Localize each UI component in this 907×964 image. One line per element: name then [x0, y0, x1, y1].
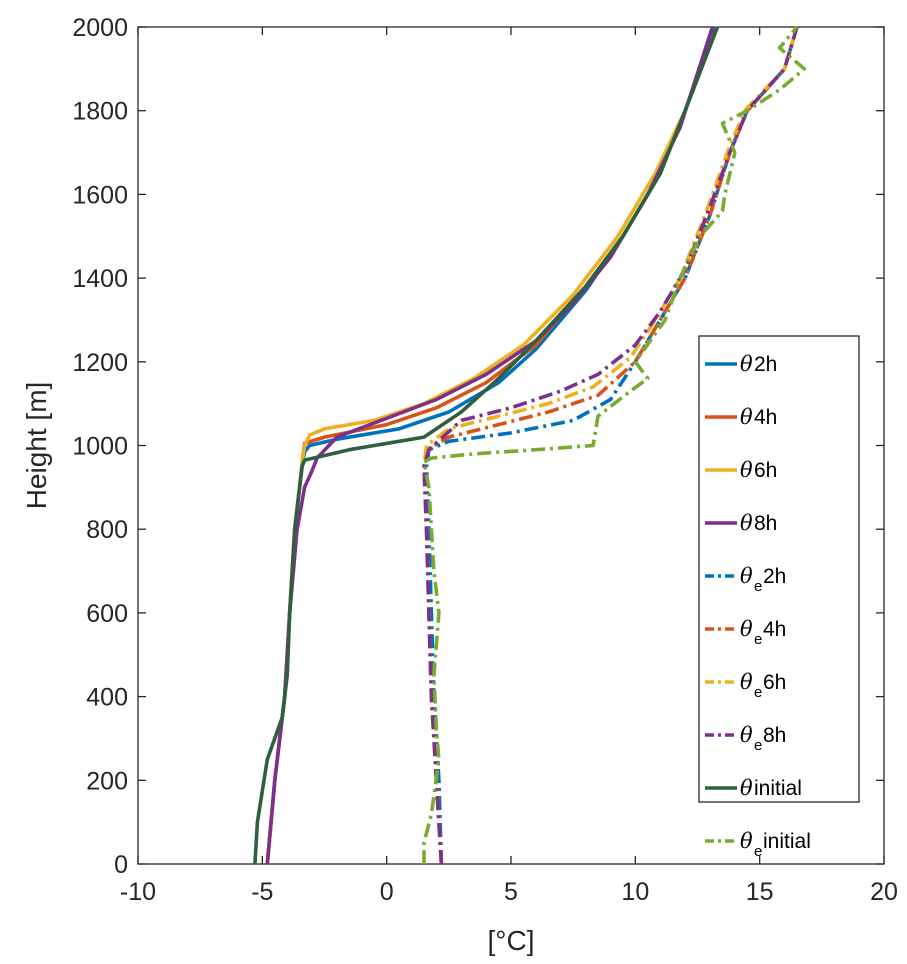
legend-symbol: θ	[740, 617, 753, 641]
x-tick-label: 0	[380, 878, 394, 906]
x-axis-title: [°C]	[488, 925, 535, 956]
legend-symbol: θ	[740, 723, 753, 747]
legend-label-3: 6h	[754, 459, 777, 482]
y-tick-label: 1800	[72, 98, 128, 126]
y-axis-title: Height [m]	[21, 382, 52, 510]
y-tick-label: 0	[114, 851, 128, 879]
y-tick-label: 1200	[72, 349, 128, 377]
x-tick-label: 5	[504, 878, 518, 906]
legend-symbol: θ	[740, 564, 753, 588]
legend-label-5: 2h	[763, 565, 786, 588]
legend-label-6: 4h	[763, 618, 786, 641]
legend-subscript: e	[754, 578, 762, 595]
legend: θ 2hθ 4hθ 6hθ 8hθ e 2hθ e 4hθ e 6hθ e 8hθ in…	[698, 335, 860, 860]
legend-label-2: 4h	[754, 406, 777, 429]
y-tick-label: 1600	[72, 181, 128, 209]
legend-symbol: θ	[740, 776, 753, 800]
y-tick-label: 1400	[72, 265, 128, 293]
legend-symbol: θ	[740, 458, 753, 482]
legend-subscript: e	[754, 684, 762, 701]
legend-symbol: θ	[740, 670, 753, 694]
y-tick-label: 1000	[72, 433, 128, 461]
legend-label-10: initial	[763, 830, 811, 853]
series-line-5	[424, 26, 799, 865]
legend-symbol: θ	[740, 829, 753, 853]
y-tick-label: 800	[86, 516, 128, 544]
legend-label-1: 2h	[754, 353, 777, 376]
legend-symbol: θ	[740, 511, 753, 535]
series-line-10	[422, 25, 807, 864]
y-tick-label: 600	[86, 600, 128, 628]
legend-symbol: θ	[740, 405, 753, 429]
legend-symbol: θ	[740, 352, 753, 376]
x-tick-label: 10	[621, 878, 649, 906]
legend-label-8: 8h	[763, 724, 786, 747]
x-tick-label: -10	[120, 878, 156, 906]
series-line-8	[422, 26, 799, 865]
legend-subscript: e	[754, 843, 762, 860]
legend-label-9: initial	[754, 777, 802, 800]
legend-subscript: e	[754, 737, 762, 754]
legend-label-4: 8h	[754, 512, 777, 535]
legend-subscript: e	[754, 631, 762, 648]
x-tick-label: 20	[870, 878, 898, 906]
axis-ticks: -10 -5 0 5 10 15 20020040060080010001200140016…	[72, 14, 898, 906]
y-tick-label: 200	[86, 767, 128, 795]
x-tick-label: 15	[746, 878, 774, 906]
y-tick-label: 2000	[72, 14, 128, 42]
x-tick-label: -5	[251, 878, 273, 906]
legend-label-7: 6h	[763, 671, 786, 694]
y-tick-label: 400	[86, 684, 128, 712]
series-line-9	[253, 26, 720, 865]
legend-box	[698, 335, 860, 803]
